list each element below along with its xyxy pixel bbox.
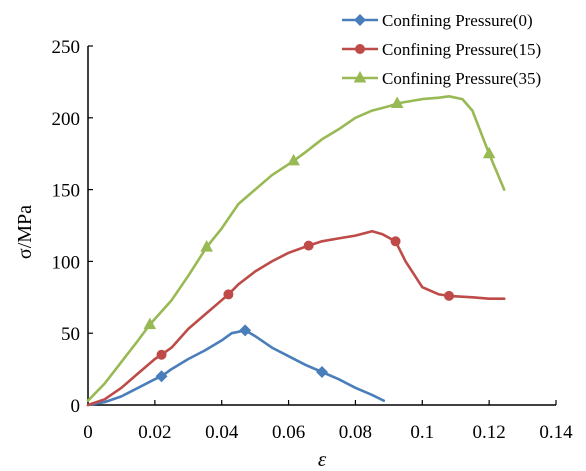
legend-entry: Confining Pressure(35)	[342, 69, 541, 88]
x-tick-label: 0.08	[339, 422, 372, 443]
axes: 0 0.02 0.04 0.06 0.08 0.1 0.12 0.14 0 50 100 150 20…	[14, 37, 573, 471]
series-marker	[287, 153, 300, 166]
series-layer	[86, 95, 506, 407]
series-marker	[155, 370, 168, 383]
series-marker	[390, 96, 404, 108]
y-tick-label: 50	[61, 324, 80, 345]
series-marker	[316, 365, 328, 378]
x-tick-label: 0.12	[473, 422, 506, 443]
legend-entry: Confining Pressure(15)	[342, 40, 541, 59]
x-tick-label: 0.04	[205, 422, 239, 443]
x-tick-label: 0.14	[539, 422, 573, 443]
y-tick-label: 200	[52, 109, 81, 130]
x-tick-label: 0	[83, 422, 93, 443]
x-tick-label: 0.02	[138, 422, 171, 443]
series-marker	[303, 240, 314, 251]
series-marker	[223, 289, 234, 300]
legend-swatch-marker	[354, 14, 366, 26]
y-tick-label: 150	[52, 181, 81, 202]
series-marker	[143, 317, 157, 330]
x-tick-label: 0.06	[272, 422, 305, 443]
y-tick-label: 0	[71, 396, 81, 417]
series-line	[86, 95, 506, 403]
x-axis-title: ε	[318, 447, 327, 471]
legend-label: Confining Pressure(35)	[382, 69, 541, 88]
legend-entry: Confining Pressure(0)	[342, 11, 533, 30]
y-tick-label: 250	[52, 37, 81, 58]
y-tick-label: 100	[52, 252, 81, 273]
y-axis-title: σ/MPa	[14, 205, 36, 259]
x-tick-label: 0.1	[410, 422, 434, 443]
series-2	[86, 95, 506, 403]
series-marker	[444, 290, 455, 301]
series-line	[86, 229, 506, 407]
legend-label: Confining Pressure(15)	[382, 40, 541, 59]
series-marker	[156, 349, 167, 360]
legend: Confining Pressure(0) Confining Pressure(…	[342, 11, 541, 88]
legend-swatch-marker	[355, 44, 365, 54]
series-marker	[482, 146, 496, 159]
series-1	[86, 229, 506, 407]
series-line	[86, 328, 386, 407]
series-marker	[239, 324, 252, 337]
legend-swatch-marker	[353, 71, 367, 83]
series-marker	[390, 236, 401, 247]
series-0	[86, 324, 386, 407]
legend-label: Confining Pressure(0)	[382, 11, 533, 30]
series-marker	[200, 240, 213, 252]
